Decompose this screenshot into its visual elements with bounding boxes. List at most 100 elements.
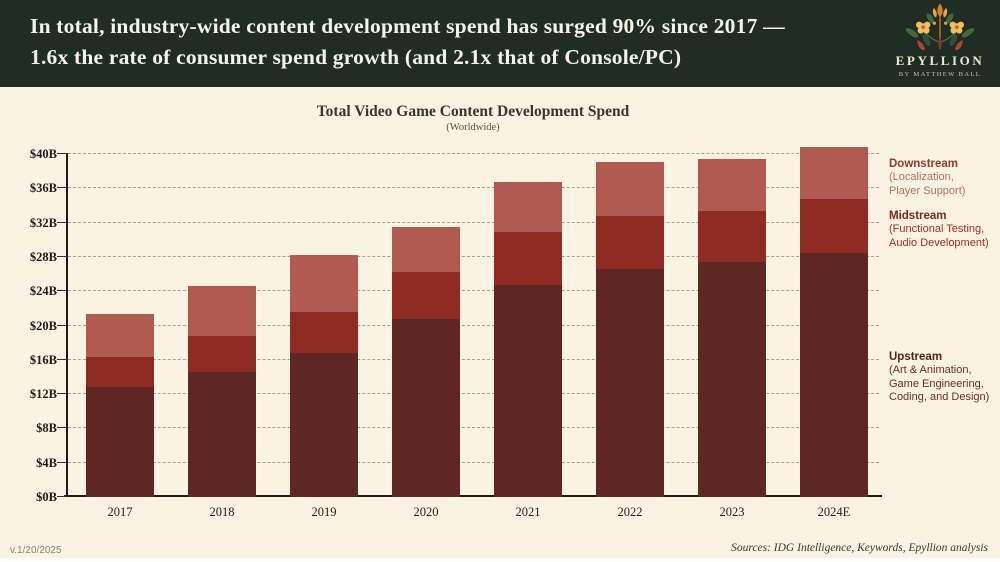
logo-byline-text: By Matthew Ball	[898, 71, 982, 78]
gridline-8	[68, 427, 879, 429]
chart-subtitle: (Worldwide)	[446, 122, 500, 133]
bar-2024E	[800, 147, 868, 497]
y-axis-label: $40B	[29, 147, 57, 161]
y-tick-12	[57, 393, 67, 395]
plot-area: $0B $4B $8B $12B $16B $20B $24B $28B $32B $36B $40…	[30, 147, 880, 519]
x-axis-label-2022: 2022	[617, 505, 643, 519]
y-tick-0	[57, 496, 67, 497]
legend-desc-line: (Functional Testing,	[889, 223, 985, 235]
y-tick-16	[57, 358, 67, 360]
bar-segment-midstream-2023	[698, 210, 766, 263]
page-title-line2: 1.6x the rate of consumer spend growth (…	[30, 45, 682, 69]
bar-segment-downstream-2017	[86, 313, 154, 358]
bottom-edge-strip	[0, 558, 1000, 562]
bar-segment-midstream-2019	[290, 311, 358, 353]
y-tick-40	[57, 153, 67, 154]
y-axis-label: $28B	[29, 249, 57, 264]
legend-label: Midstream	[889, 210, 947, 222]
bar-segment-midstream-2024E	[800, 199, 868, 253]
y-axis-line	[66, 153, 68, 497]
x-axis-label-2017: 2017	[107, 505, 133, 519]
chart-title: Total Video Game Content Development Spe…	[316, 103, 630, 120]
y-axis-label: $0B	[36, 490, 57, 504]
gridline-28	[68, 255, 879, 257]
y-tick-24	[57, 290, 67, 292]
legend-label: Downstream	[889, 158, 959, 170]
y-axis-label: $20B	[29, 318, 57, 333]
bar-segment-midstream-2021	[494, 232, 562, 286]
gridline-24	[68, 290, 879, 292]
bar-segment-downstream-2024E	[800, 147, 868, 200]
gridline-12	[68, 393, 879, 395]
logo-brand-text: EPYLLION	[895, 53, 985, 68]
bar-segment-downstream-2019	[290, 255, 358, 312]
y-tick-20	[57, 324, 67, 326]
folk-floral-bouquet-icon	[886, 2, 994, 54]
bar-2019	[290, 255, 358, 497]
bar-segment-upstream-2017	[86, 387, 154, 497]
gridline-16	[68, 358, 879, 360]
y-axis-label: $36B	[29, 181, 57, 196]
bar-2023	[698, 159, 766, 497]
x-axis-label-2023: 2023	[719, 505, 745, 519]
bar-2021	[494, 182, 562, 497]
page-title-line1: In total, industry-wide content developm…	[30, 14, 785, 38]
bar-segment-downstream-2022	[596, 161, 664, 216]
y-axis-label: $16B	[29, 352, 57, 367]
legend-desc-line: Game Engineering,	[889, 377, 984, 390]
gridline-32	[68, 221, 879, 223]
sources-note: Sources: IDG Intelligence, Keywords, Epy…	[731, 542, 988, 554]
x-axis-label-2021: 2021	[515, 505, 541, 519]
bar-2022	[596, 161, 664, 497]
y-axis-label: $8B	[36, 421, 57, 436]
bar-segment-upstream-2018	[188, 371, 256, 497]
x-axis-label-2018: 2018	[209, 505, 235, 519]
bar-segment-midstream-2022	[596, 215, 664, 269]
bar-segment-upstream-2019	[290, 352, 358, 497]
bar-segment-midstream-2020	[392, 272, 460, 319]
epyllion-logo: EPYLLION By Matthew Ball	[886, 1, 994, 78]
y-tick-36	[57, 187, 67, 189]
bar-segment-upstream-2023	[698, 262, 766, 497]
legend-desc-line: (Localization,	[889, 171, 954, 183]
y-tick-32	[57, 221, 67, 223]
bar-segment-downstream-2021	[494, 182, 562, 233]
y-axis-label: $24B	[29, 284, 57, 299]
legend-desc-line: Coding, and Design)	[889, 391, 990, 403]
legend-desc-line: Player Support)	[889, 184, 966, 197]
legend-entry-downstream: Downstream (Localization, Player Support…	[889, 157, 965, 198]
y-tick-28	[57, 255, 67, 257]
version-stamp: v.1/20/2025	[10, 545, 62, 556]
y-axis-label: $4B	[36, 455, 57, 470]
bar-segment-upstream-2021	[494, 285, 562, 497]
header-banner: In total, industry-wide content developm…	[0, 0, 1000, 87]
legend-label: Upstream	[889, 351, 943, 363]
bar-segment-upstream-2022	[596, 268, 664, 497]
bar-2018	[188, 286, 256, 497]
x-axis-label-2019: 2019	[311, 505, 337, 519]
gridline-4	[68, 461, 879, 463]
gridline-20	[68, 324, 879, 326]
bar-2017	[86, 313, 154, 497]
bar-segment-upstream-2024E	[800, 252, 868, 497]
legend-desc-line: (Art & Animation,	[889, 364, 972, 376]
bar-2020	[392, 226, 460, 497]
bar-segment-downstream-2020	[392, 226, 460, 273]
legend-entry-upstream: Upstream (Art & Animation, Game Engineer…	[889, 350, 989, 405]
x-axis-label-2020: 2020	[413, 505, 439, 519]
gridline-40	[68, 153, 879, 154]
y-tick-8	[57, 427, 67, 429]
y-tick-4	[57, 461, 67, 463]
bar-segment-downstream-2018	[188, 286, 256, 336]
legend-entry-midstream: Midstream (Functional Testing, Audio Dev…	[889, 209, 989, 250]
bar-segment-midstream-2018	[188, 335, 256, 372]
bar-segment-upstream-2020	[392, 318, 460, 497]
x-axis-label-2024E: 2024E	[817, 505, 851, 519]
bar-segment-downstream-2023	[698, 159, 766, 211]
y-axis-label: $12B	[29, 387, 57, 402]
y-axis-label: $32B	[29, 215, 57, 230]
gridline-36	[68, 187, 879, 189]
x-axis-line	[64, 495, 882, 497]
page-title: In total, industry-wide content developm…	[30, 11, 785, 73]
bar-segment-midstream-2017	[86, 357, 154, 388]
